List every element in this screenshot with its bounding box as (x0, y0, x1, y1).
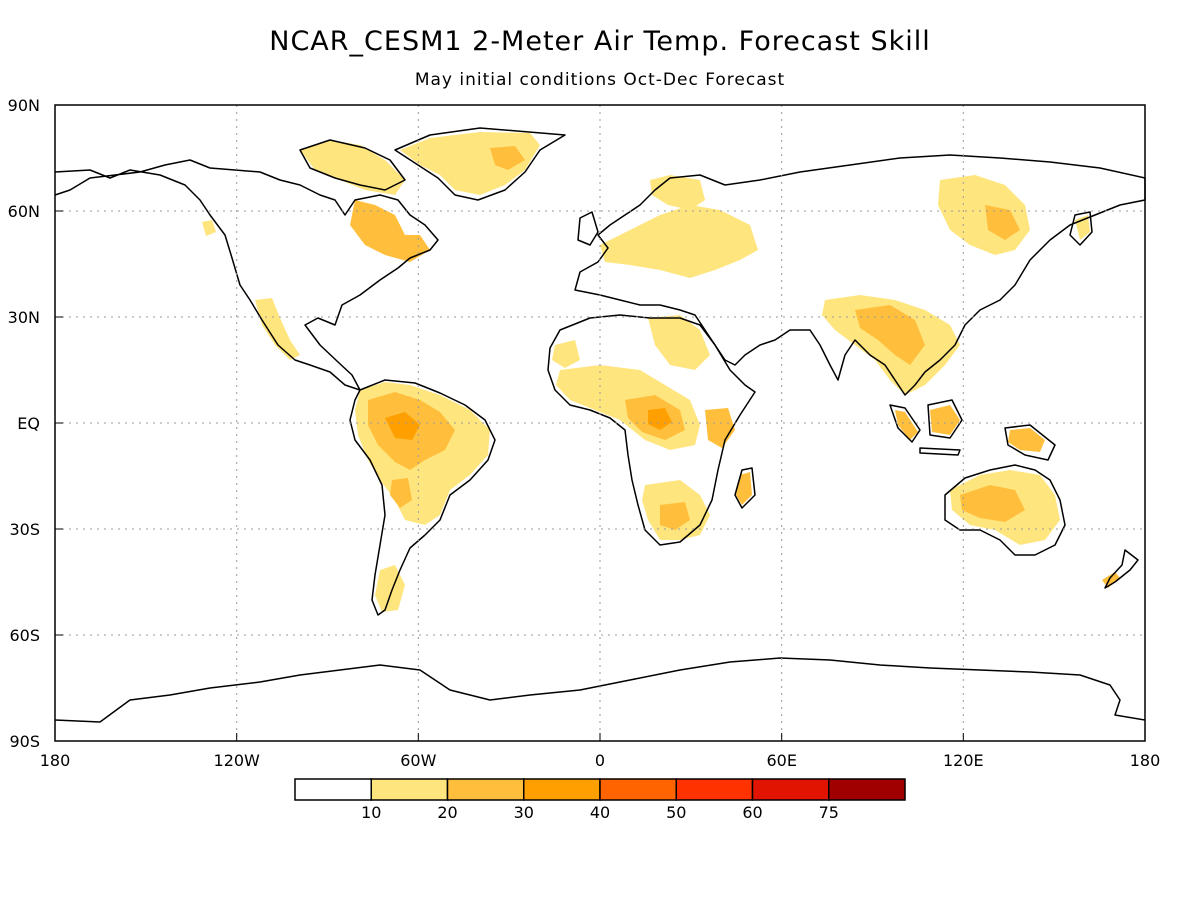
map-subtitle: May initial conditions Oct-Dec Forecast (414, 70, 786, 90)
coast-australia (944, 464, 1066, 556)
lon-tick-label: 60W (400, 751, 436, 770)
coast-arctic-islands (299, 139, 406, 191)
lon-tick-label: 180 (40, 751, 71, 770)
colorbar-label: 30 (514, 803, 534, 822)
lon-tick-label: 180 (1130, 751, 1161, 770)
coast-new-zealand (1104, 549, 1139, 589)
coast-borneo (927, 399, 963, 439)
lat-tick-label: 60S (9, 626, 40, 645)
lat-tick-label: 60N (8, 202, 40, 221)
colorbar-swatch (675, 778, 754, 801)
skill-region-siberia-core (985, 205, 1020, 240)
skill-region-sumatra (895, 410, 918, 440)
skill-region-greenland-core (490, 146, 525, 170)
skill-region-patagonia (375, 565, 405, 612)
lat-tick-label: 90N (8, 96, 40, 115)
coast-africa (547, 314, 756, 546)
lat-tick-label: 90S (9, 732, 40, 751)
skill-region-amazon-peak (385, 412, 420, 440)
map-title: NCAR_CESM1 2-Meter Air Temp. Forecast Sk… (269, 26, 931, 57)
coast-sumatra (889, 404, 921, 443)
lon-tick-label: 0 (595, 751, 605, 770)
skill-region-hudson (350, 200, 430, 262)
colorbar-swatch (446, 778, 525, 801)
coast-japan (1069, 211, 1093, 246)
skill-region-alaska-edge (202, 220, 216, 236)
skill-shading (202, 132, 1120, 612)
lon-tick-label: 120W (214, 751, 261, 770)
skill-region-congo-peak (648, 408, 672, 430)
coast-new-guinea (1004, 424, 1056, 461)
colorbar-label: 40 (590, 803, 610, 822)
skill-region-scandinavia (650, 175, 705, 210)
skill-region-madagascar (736, 472, 752, 505)
lat-tick-label: 30N (8, 308, 40, 327)
coast-antarctica (54, 657, 1146, 723)
skill-region-southamerica-south (390, 478, 412, 508)
tick-marks (55, 210, 964, 741)
colorbar-swatch (599, 778, 677, 801)
colorbar-swatch (828, 778, 906, 801)
colorbar-swatch (294, 778, 372, 801)
colorbar-legend: 10 20 30 40 50 60 75 (294, 778, 906, 822)
coast-madagascar (734, 467, 756, 509)
coast-uk (577, 211, 599, 246)
skill-region-australia-core (960, 485, 1025, 522)
skill-region-egypt-levant (648, 315, 710, 370)
lat-tick-label: 30S (9, 520, 40, 539)
colorbar-label: 20 (437, 803, 457, 822)
skill-region-borneo (930, 405, 960, 435)
lat-tick-label: EQ (17, 414, 40, 433)
colorbar-label: 75 (819, 803, 839, 822)
colorbar-label: 60 (742, 803, 762, 822)
lon-tick-labels: 180 120W 60W 0 60E 120E 180 (40, 751, 1161, 770)
lat-tick-labels: 90N 60N 30N EQ 30S 60S 90S (8, 96, 40, 751)
colorbar-label: 50 (666, 803, 686, 822)
skill-region-canada-north (300, 140, 405, 195)
skill-region-new-guinea (1008, 428, 1045, 452)
skill-region-north-africa (552, 340, 580, 368)
skill-region-east-africa (705, 408, 735, 448)
colorbar-label: 10 (361, 803, 381, 822)
colorbar-swatch (751, 778, 830, 801)
colorbar-swatch (370, 778, 449, 801)
skill-region-china-core (855, 305, 925, 365)
skill-region-siberia (938, 175, 1030, 255)
graticule (55, 105, 1145, 741)
coast-java (919, 447, 961, 456)
lon-tick-label: 120E (943, 751, 984, 770)
coast-greenland (394, 127, 566, 201)
lon-tick-label: 60E (766, 751, 796, 770)
colorbar-swatch (523, 778, 601, 801)
coast-north-america (54, 159, 439, 391)
coast-south-america (349, 379, 496, 616)
coastlines (54, 127, 1146, 723)
skill-region-mexico (255, 298, 300, 360)
skill-region-south-africa-core (660, 502, 690, 530)
skill-region-europe (600, 205, 758, 278)
